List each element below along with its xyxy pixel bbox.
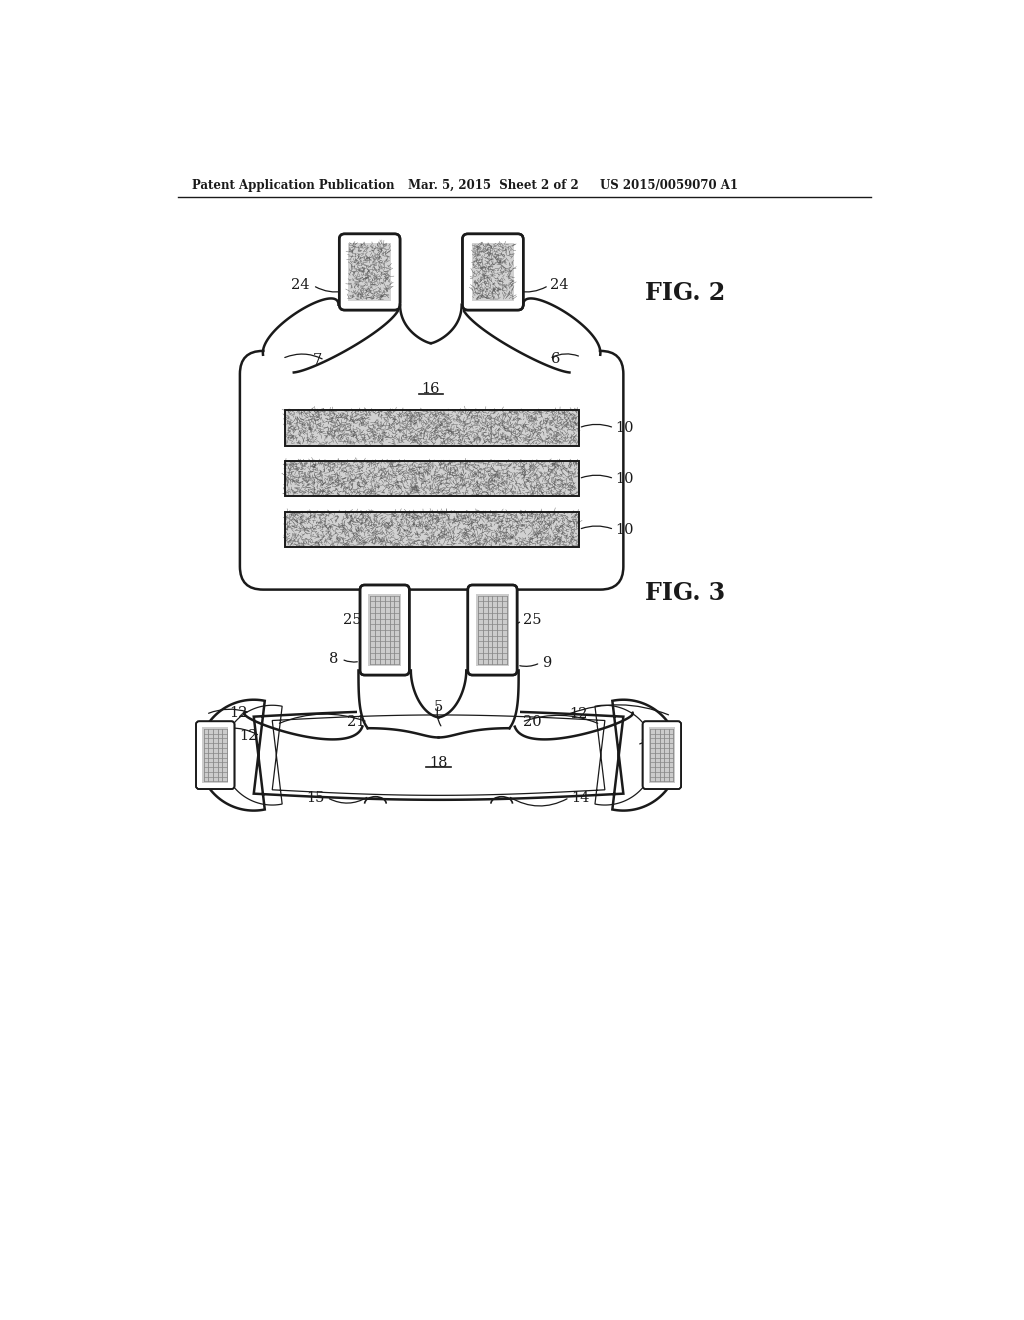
FancyBboxPatch shape (463, 234, 523, 310)
FancyBboxPatch shape (360, 585, 410, 675)
Text: 8: 8 (329, 652, 339, 665)
Bar (348, 243, 391, 301)
Text: 20: 20 (523, 715, 542, 729)
Bar (649, 727, 675, 783)
FancyBboxPatch shape (339, 234, 400, 310)
Text: 21: 21 (347, 715, 366, 729)
Text: 25: 25 (523, 614, 542, 627)
Text: 10: 10 (615, 471, 634, 486)
Bar (285, 512, 579, 548)
Polygon shape (199, 700, 679, 810)
Text: FIG. 3: FIG. 3 (645, 581, 725, 606)
Text: US 2015/0059070 A1: US 2015/0059070 A1 (600, 178, 738, 191)
Bar (476, 594, 509, 665)
Bar (357, 667, 520, 729)
Text: 12: 12 (639, 738, 657, 752)
FancyBboxPatch shape (643, 721, 681, 789)
Text: FIG. 2: FIG. 2 (645, 281, 725, 305)
Text: 14: 14 (571, 791, 590, 804)
Bar (285, 411, 579, 446)
Text: 12: 12 (240, 729, 258, 743)
Text: 24: 24 (550, 279, 568, 293)
FancyBboxPatch shape (468, 585, 517, 675)
Text: 12: 12 (569, 708, 588, 721)
Text: 10: 10 (615, 523, 634, 536)
Text: 16: 16 (422, 383, 440, 396)
Text: 18: 18 (429, 756, 447, 770)
Bar (202, 727, 228, 783)
Polygon shape (264, 304, 400, 376)
Text: 4: 4 (420, 313, 429, 327)
Bar (285, 512, 579, 548)
Polygon shape (398, 304, 463, 345)
Bar (369, 594, 400, 665)
Text: 15: 15 (306, 791, 325, 804)
Text: 25: 25 (343, 614, 361, 627)
Bar (285, 461, 579, 496)
Text: 10: 10 (615, 421, 634, 434)
Text: 24: 24 (292, 279, 310, 293)
Text: 12: 12 (229, 706, 248, 719)
Bar (472, 243, 514, 301)
Text: 5: 5 (434, 701, 443, 714)
Bar (285, 461, 579, 496)
Text: 6: 6 (551, 351, 560, 366)
Text: 7: 7 (312, 354, 322, 367)
Polygon shape (461, 304, 599, 376)
Text: Patent Application Publication: Patent Application Publication (193, 178, 394, 191)
Text: 9: 9 (542, 656, 551, 669)
FancyBboxPatch shape (196, 721, 234, 789)
Bar (285, 411, 579, 446)
FancyBboxPatch shape (240, 351, 624, 590)
Text: Mar. 5, 2015  Sheet 2 of 2: Mar. 5, 2015 Sheet 2 of 2 (408, 178, 579, 191)
Bar (286, 330, 578, 376)
